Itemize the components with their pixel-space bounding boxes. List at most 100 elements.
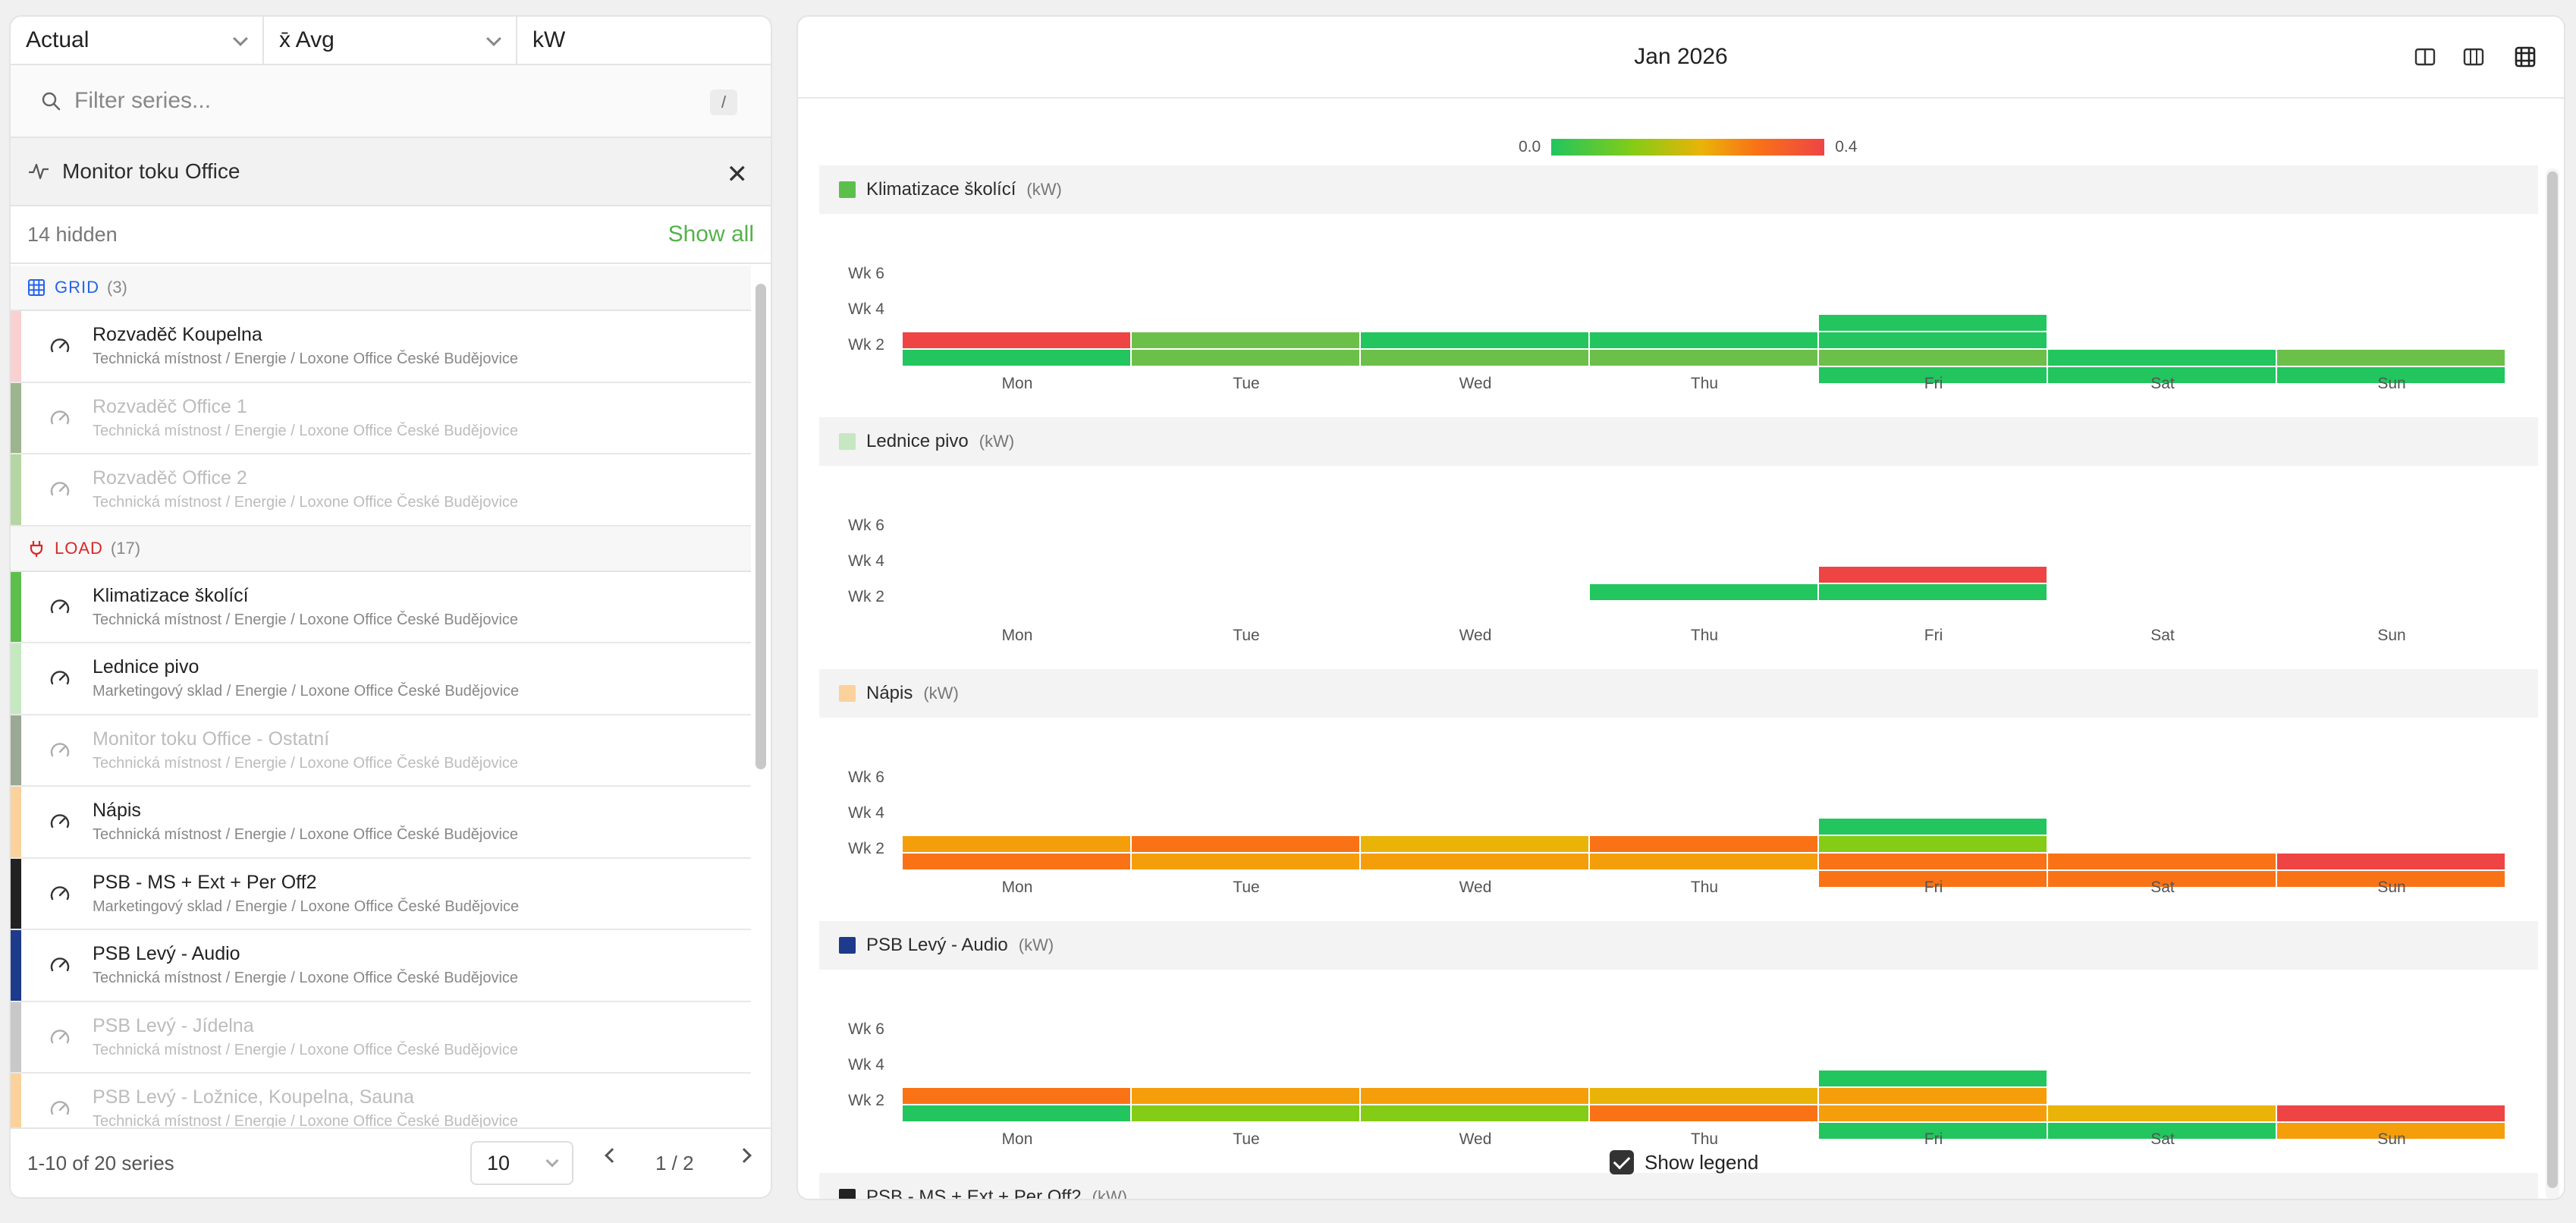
calendar-scrollbar[interactable]: [2546, 168, 2559, 1199]
mode-select[interactable]: Actual: [11, 17, 264, 64]
show-legend-toggle[interactable]: Show legend: [1610, 1150, 1758, 1174]
next-page-button[interactable]: [737, 1148, 752, 1163]
filter-series-input[interactable]: [74, 88, 681, 114]
heatmap-cell[interactable]: [2048, 854, 2276, 869]
heatmap-cell[interactable]: [903, 836, 1130, 852]
heatmap-cell[interactable]: [1819, 315, 2047, 331]
series-item[interactable]: Lednice pivo Marketingový sklad / Energie…: [11, 643, 751, 715]
heatmap-chart: Wk 6 Wk 4 Wk 2 Mon Tue Wed Thu Fri Sat Sun: [848, 1020, 2505, 1148]
week-label: Wk 2: [848, 1092, 884, 1109]
heatmap-cell[interactable]: [1819, 350, 2047, 366]
heatmap-cell[interactable]: [1361, 350, 1588, 366]
heatmap-cell[interactable]: [1361, 1088, 1588, 1104]
split-view-icon[interactable]: [2414, 46, 2436, 68]
series-item[interactable]: PSB Levý - Audio Technická místnost / Ene…: [11, 930, 751, 1002]
series-text: PSB Levý - Ložnice, Koupelna, Sauna Techn…: [93, 1086, 518, 1130]
heatmap-cell[interactable]: [1590, 836, 1817, 852]
series-name: PSB Levý - Jídelna: [93, 1014, 254, 1036]
heatmap-cell[interactable]: [1819, 1088, 2047, 1104]
day-label: Sun: [2377, 627, 2405, 644]
filter-bar: /: [11, 65, 771, 138]
heatmap-cell[interactable]: [2277, 1123, 2505, 1139]
grid-view-icon[interactable]: [2514, 46, 2537, 68]
series-item[interactable]: Monitor toku Office - Ostatní Technická m…: [11, 715, 751, 787]
heatmap-cell[interactable]: [1361, 836, 1588, 852]
heatmap-cell[interactable]: [1132, 1088, 1359, 1104]
heatmap-cell[interactable]: [903, 332, 1130, 348]
series-panel: Actual x̄ Avg kW / Monitor toku Office ✕…: [9, 15, 772, 1199]
heatmap-cell[interactable]: [903, 350, 1130, 366]
heatmap-cell[interactable]: [1132, 350, 1359, 366]
heatmap-cell[interactable]: [1819, 819, 2047, 835]
heatmap-cell[interactable]: [1132, 854, 1359, 869]
heatmap-cell[interactable]: [2277, 854, 2505, 869]
heatmap-cell[interactable]: [1819, 367, 2047, 383]
checkbox-icon[interactable]: [1610, 1150, 1634, 1174]
series-item[interactable]: Nápis Technická místnost / Energie / Loxo…: [11, 787, 751, 859]
heatmap-cell[interactable]: [1361, 332, 1588, 348]
heatmap-cell[interactable]: [2277, 1105, 2505, 1121]
heatmap-cell[interactable]: [1590, 1088, 1817, 1104]
heatmap-cell[interactable]: [2048, 367, 2276, 383]
heatmap-cell[interactable]: [903, 1105, 1130, 1121]
heatmap-cell[interactable]: [2048, 1105, 2276, 1121]
heatmap-cell[interactable]: [903, 1088, 1130, 1104]
heatmap-cell[interactable]: [1132, 332, 1359, 348]
previous-page-button[interactable]: [605, 1148, 620, 1163]
heatmap-cell[interactable]: [1819, 1105, 2047, 1121]
week-label: Wk 2: [848, 588, 884, 605]
heatmap-cell[interactable]: [2048, 350, 2276, 366]
heatmap-cell[interactable]: [1819, 854, 2047, 869]
gauge-icon: [50, 338, 70, 353]
series-swatch: [839, 433, 856, 450]
heatmap-cell[interactable]: [1590, 584, 1817, 600]
heatmap-cell[interactable]: [1819, 1123, 2047, 1139]
heatmap-cell[interactable]: [2277, 367, 2505, 383]
heatmap-cell[interactable]: [1590, 332, 1817, 348]
day-label: Thu: [1691, 627, 1718, 644]
show-legend-label: Show legend: [1645, 1150, 1759, 1174]
heatmap-cell[interactable]: [2277, 350, 2505, 366]
heatmap-cell[interactable]: [1819, 584, 2047, 600]
heatmap-unit: (kW): [1018, 935, 1054, 954]
heatmap-cell[interactable]: [1819, 1071, 2047, 1086]
heatmap-cell[interactable]: [2048, 1123, 2276, 1139]
heatmap-cell[interactable]: [1590, 1105, 1817, 1121]
heatmap-cell[interactable]: [1590, 854, 1817, 869]
heatmap-cell[interactable]: [1819, 871, 2047, 887]
heatmap-cell[interactable]: [1361, 854, 1588, 869]
series-item[interactable]: Rozvaděč Koupelna Technická místnost / En…: [11, 311, 751, 383]
series-item[interactable]: Rozvaděč Office 2 Technická místnost / En…: [11, 454, 751, 527]
heatmap-cell[interactable]: [2048, 871, 2276, 887]
heatmap-cell[interactable]: [1819, 567, 2047, 583]
calendar-scrollbar-thumb[interactable]: [2547, 171, 2558, 1188]
columns-view-icon[interactable]: [2462, 46, 2485, 68]
group-label: LOAD: [55, 538, 103, 558]
heatmap-title: PSB - MS + Ext + Per Off2: [866, 1187, 1082, 1200]
day-label: Fri: [1924, 375, 1943, 392]
series-item[interactable]: Rozvaděč Office 1 Technická místnost / En…: [11, 382, 751, 454]
gauge-icon: [50, 1101, 70, 1115]
heatmap-header: Nápis (kW): [819, 669, 2538, 718]
heatmap-cell[interactable]: [1361, 1105, 1588, 1121]
aggregation-select[interactable]: x̄ Avg: [264, 17, 517, 64]
series-item[interactable]: PSB Levý - Ložnice, Koupelna, Sauna Techn…: [11, 1074, 751, 1130]
heatmap-cell[interactable]: [1132, 836, 1359, 852]
heatmap-cell[interactable]: [1132, 1105, 1359, 1121]
series-item[interactable]: PSB - MS + Ext + Per Off2 Marketingový sk…: [11, 858, 751, 930]
heatmap-cell[interactable]: [1819, 836, 2047, 852]
heatmap-cell[interactable]: [1590, 350, 1817, 366]
heatmap-cell[interactable]: [903, 854, 1130, 869]
close-icon[interactable]: ✕: [726, 160, 749, 189]
show-all-link[interactable]: Show all: [668, 222, 754, 247]
group-header-grid[interactable]: GRID (3): [11, 266, 751, 311]
series-item[interactable]: PSB Levý - Jídelna Technická místnost / E…: [11, 1001, 751, 1074]
heatmap-cell[interactable]: [2277, 871, 2505, 887]
series-item[interactable]: Klimatizace školící Technická místnost / …: [11, 571, 751, 643]
heatmap-cell[interactable]: [1819, 332, 2047, 348]
list-scrollbar[interactable]: [756, 284, 766, 769]
chevron-down-icon: [545, 1154, 559, 1168]
group-header-load[interactable]: LOAD (17): [11, 526, 751, 572]
page-size-select[interactable]: 10: [470, 1141, 573, 1185]
unit-field[interactable]: kW: [517, 17, 771, 64]
